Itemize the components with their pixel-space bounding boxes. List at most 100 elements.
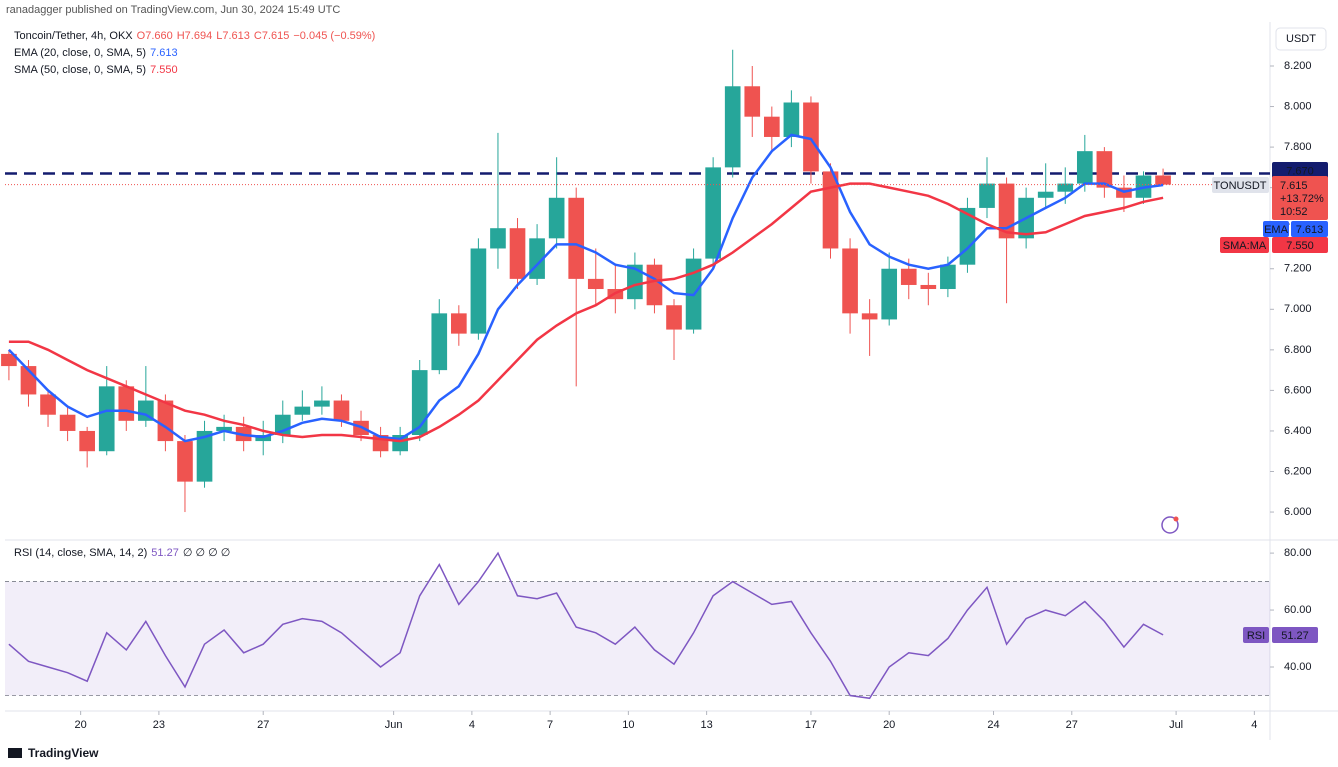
ema-value: 7.613: [1296, 224, 1324, 236]
sma-value-box: [1272, 237, 1328, 253]
candle-body: [40, 394, 56, 415]
currency-button[interactable]: [1275, 27, 1327, 51]
legend-ema-value: 7.613: [150, 47, 178, 59]
x-tick-label: Jun: [385, 719, 403, 731]
candle-body: [1057, 183, 1074, 192]
rsi-y-tick-label: 80.00: [1284, 547, 1312, 559]
legend-rsi-value: 51.27: [151, 547, 179, 559]
last-price: 7.615: [1280, 180, 1308, 192]
candle-body: [744, 86, 761, 117]
sma-tag-box: [1220, 237, 1269, 253]
candle-body: [509, 228, 526, 279]
legend-rsi: RSI (14, close, SMA, 14, 2) 51.27 ∅ ∅ ∅ ∅: [14, 547, 230, 559]
candle-body: [724, 86, 741, 168]
candle-body: [1096, 151, 1113, 188]
rsi-band: [5, 581, 1270, 696]
x-tick-label: Jul: [1169, 719, 1183, 731]
rsi-line: [8, 551, 1164, 700]
candle-body: [842, 248, 858, 314]
legend-sma-value: 7.550: [150, 64, 178, 76]
y-tick-label: 7.000: [1284, 303, 1312, 315]
candle-body: [1155, 175, 1171, 185]
y-tick-label: 6.600: [1284, 384, 1312, 396]
alert-icon[interactable]: [1161, 516, 1179, 534]
legend-main: Toncoin/Tether, 4h, OKX O7.660 H7.694 L7.61…: [14, 30, 375, 42]
sma-tag: SMA:MA: [1223, 240, 1267, 252]
x-tick-label: 20: [75, 719, 87, 731]
candle-body: [470, 248, 487, 334]
brand-logo: [8, 748, 22, 758]
y-tick-label: 6.000: [1284, 506, 1312, 518]
candle-body: [1076, 151, 1093, 184]
candle-body: [1037, 191, 1054, 198]
x-tick-label: 17: [805, 719, 817, 731]
y-tick-label: 6.800: [1284, 344, 1312, 356]
candle-body: [900, 268, 917, 285]
x-tick-label: 24: [987, 719, 999, 731]
last-change: +13.72%: [1280, 193, 1324, 205]
candle-body: [666, 305, 682, 330]
candle-body: [157, 400, 174, 442]
last-symbol-box: [1212, 177, 1269, 193]
candle-body: [196, 430, 213, 482]
candle-body: [861, 313, 878, 320]
candle-body: [646, 264, 663, 306]
candle-body: [216, 426, 232, 431]
ema-tag: EMA: [1264, 224, 1289, 236]
candle-body: [79, 430, 95, 452]
legend-sma: SMA (50, close, 0, SMA, 5) 7.550: [14, 64, 178, 76]
rsi-value: 51.27: [1281, 630, 1309, 642]
last-symbol: TONUSDT: [1214, 180, 1267, 192]
candle-body: [568, 197, 585, 279]
candle-body: [783, 102, 800, 137]
rsi-value-box: [1272, 627, 1318, 643]
legend-close: C7.615: [254, 30, 289, 42]
indicator-line: [8, 182, 1164, 443]
candle-body: [490, 228, 506, 249]
resistance-badge: 7.670: [1286, 165, 1314, 177]
candle-body: [411, 370, 428, 436]
legend-rsi-name: RSI (14, close, SMA, 14, 2): [14, 547, 147, 559]
candle-body: [1, 353, 17, 367]
rsi-y-tick-label: 40.00: [1284, 661, 1312, 673]
candle-body: [705, 167, 721, 259]
candle-body: [881, 268, 898, 320]
y-tick-label: 7.200: [1284, 263, 1312, 275]
legend-open: O7.660: [137, 30, 173, 42]
x-tick-label: 20: [883, 719, 895, 731]
rsi-tag-box: [1243, 627, 1269, 643]
legend-low: L7.613: [216, 30, 250, 42]
legend-symbol: Toncoin/Tether, 4h, OKX: [14, 30, 133, 42]
ema-value-box: [1291, 221, 1328, 237]
candle-body: [803, 102, 819, 172]
last-price-box: [1272, 176, 1328, 220]
legend-ema-name: EMA (20, close, 0, SMA, 5): [14, 47, 146, 59]
candle-body: [59, 414, 76, 431]
currency[interactable]: USDT: [1286, 33, 1316, 45]
candle-body: [764, 116, 780, 137]
y-tick-label: 8.200: [1284, 60, 1312, 72]
sma-value: 7.550: [1286, 240, 1314, 252]
candle-body: [451, 313, 467, 334]
rsi-tag: RSI: [1247, 630, 1265, 642]
x-tick-label: 27: [1066, 719, 1078, 731]
x-tick-label: 7: [547, 719, 553, 731]
candle-body: [998, 183, 1015, 239]
candle-body: [548, 197, 565, 239]
countdown: 10:52: [1280, 206, 1308, 218]
y-tick-label: 6.400: [1284, 425, 1312, 437]
ema-tag-box: [1263, 221, 1289, 237]
legend-change: −0.045 (−0.59%): [293, 30, 375, 42]
x-tick-label: 4: [1251, 719, 1257, 731]
candle-body: [979, 183, 995, 208]
legend-ema: EMA (20, close, 0, SMA, 5) 7.613: [14, 47, 178, 59]
x-tick-label: 27: [257, 719, 269, 731]
x-tick-label: 4: [469, 719, 475, 731]
x-tick-label: 13: [700, 719, 712, 731]
candle-body: [822, 171, 839, 249]
y-tick-label: 8.000: [1284, 100, 1312, 112]
candle-body: [587, 278, 604, 290]
candle-body: [177, 441, 193, 482]
